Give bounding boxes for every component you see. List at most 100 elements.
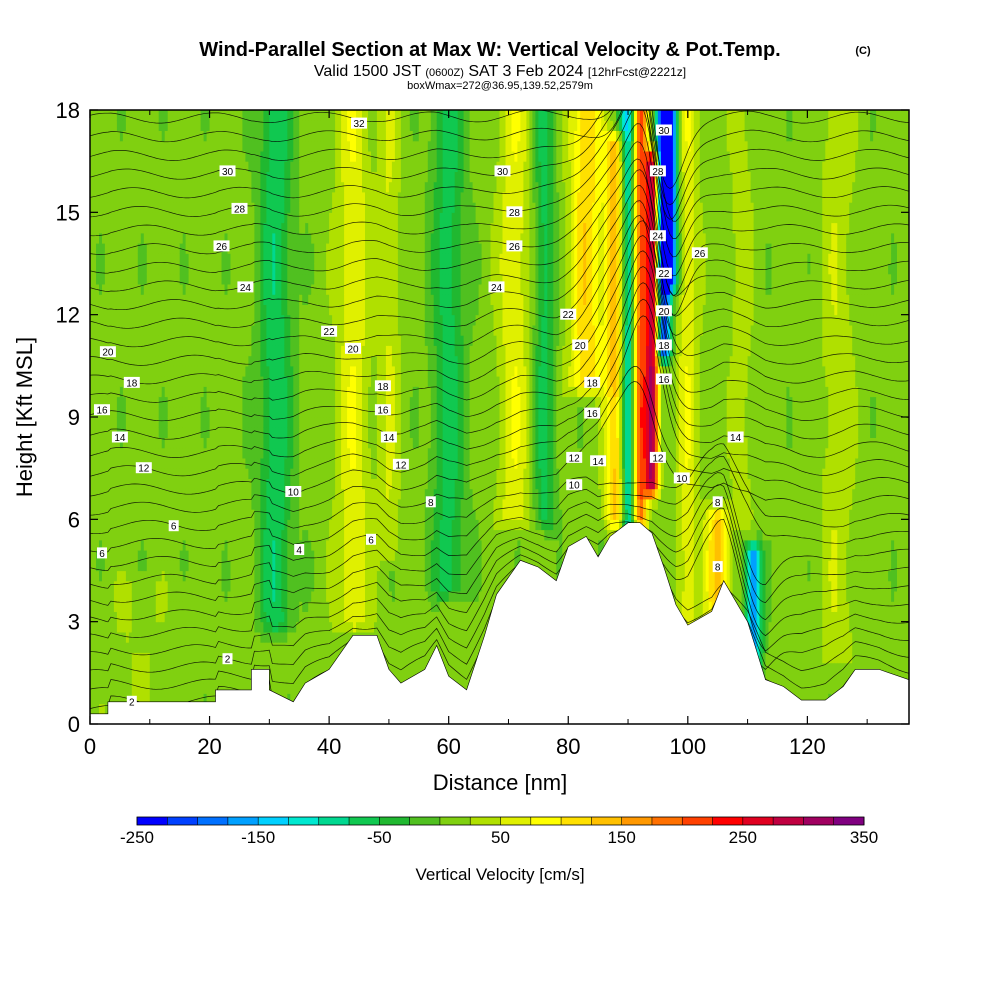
field-cell	[110, 212, 115, 224]
field-cell	[146, 263, 151, 275]
field-cell	[176, 396, 181, 408]
field-cell	[197, 273, 202, 285]
field-cell	[116, 662, 121, 674]
field-cell	[179, 335, 184, 346]
field-cell	[227, 642, 232, 653]
field-cell	[248, 396, 252, 408]
field-cell	[212, 396, 217, 408]
field-cell	[93, 468, 97, 479]
field-cell	[230, 273, 235, 285]
field-cell	[122, 365, 127, 377]
field-cell	[188, 396, 193, 408]
field-cell	[215, 621, 220, 633]
field-cell	[218, 488, 223, 500]
field-cell	[90, 140, 94, 152]
field-cell	[104, 243, 109, 254]
field-cell	[116, 406, 121, 418]
field-cell	[131, 560, 136, 572]
field-cell	[206, 672, 211, 684]
field-cell	[152, 478, 157, 490]
field-cell	[218, 631, 223, 643]
field-cell	[110, 294, 115, 305]
field-cell	[93, 570, 97, 582]
field-cell	[102, 683, 106, 694]
field-cell	[200, 345, 205, 357]
field-cell	[248, 171, 252, 183]
field-cell	[107, 468, 112, 479]
field-cell	[182, 498, 187, 510]
field-cell	[242, 345, 246, 357]
field-cell	[203, 642, 208, 653]
field-cell	[102, 478, 106, 490]
field-cell	[161, 580, 166, 592]
field-cell	[209, 560, 214, 572]
field-cell	[212, 591, 217, 602]
field-cell	[209, 212, 214, 224]
field-cell	[206, 457, 211, 469]
field-cell	[170, 273, 175, 285]
field-cell	[191, 273, 196, 285]
field-cell	[215, 519, 220, 531]
field-cell	[242, 232, 246, 244]
field-cell	[185, 386, 190, 398]
field-cell	[143, 539, 148, 551]
field-cell	[203, 437, 208, 449]
field-cell	[161, 560, 166, 572]
field-cell	[188, 406, 193, 418]
field-cell	[161, 335, 166, 346]
field-cell	[239, 150, 244, 162]
field-cell	[102, 611, 106, 623]
field-cell	[188, 417, 193, 428]
field-cell	[99, 631, 103, 643]
field-cell	[194, 457, 199, 469]
field-cell	[119, 324, 124, 336]
field-cell	[99, 498, 103, 510]
field-cell	[200, 376, 205, 387]
field-cell	[122, 611, 127, 623]
field-cell	[245, 580, 249, 592]
field-cell	[203, 591, 208, 602]
valid-utc: (0600Z)	[425, 67, 464, 79]
field-cell	[227, 335, 232, 346]
field-cell	[155, 396, 160, 408]
field-cell	[140, 652, 145, 664]
field-cell	[131, 110, 136, 121]
field-cell	[188, 376, 193, 387]
field-cell	[215, 304, 220, 316]
field-cell	[158, 335, 163, 346]
field-cell	[116, 631, 121, 643]
field-cell	[227, 437, 232, 449]
field-cell	[96, 324, 100, 336]
field-cell	[137, 468, 142, 479]
field-cell	[164, 591, 169, 602]
field-cell	[233, 324, 238, 336]
field-cell	[167, 488, 172, 500]
field-cell	[170, 427, 175, 438]
field-cell	[212, 314, 217, 326]
field-cell	[245, 386, 249, 398]
field-cell	[125, 365, 130, 377]
field-cell	[245, 222, 249, 234]
field-cell	[113, 140, 118, 152]
field-cell	[116, 365, 121, 377]
field-cell	[233, 355, 238, 367]
field-cell	[176, 202, 181, 213]
field-cell	[131, 161, 136, 172]
field-cell	[122, 478, 127, 490]
field-cell	[167, 345, 172, 357]
field-cell	[155, 130, 160, 142]
field-cell	[218, 345, 223, 357]
field-cell	[188, 427, 193, 438]
field-cell	[102, 498, 106, 510]
field-cell	[245, 642, 249, 653]
field-cell	[164, 263, 169, 275]
field-cell	[236, 601, 241, 612]
field-cell	[182, 191, 187, 203]
field-cell	[242, 355, 246, 367]
field-cell	[188, 181, 193, 193]
field-cell	[102, 263, 106, 275]
field-cell	[99, 212, 103, 224]
field-cell	[104, 130, 109, 142]
field-cell	[110, 406, 115, 418]
field-cell	[102, 447, 106, 459]
